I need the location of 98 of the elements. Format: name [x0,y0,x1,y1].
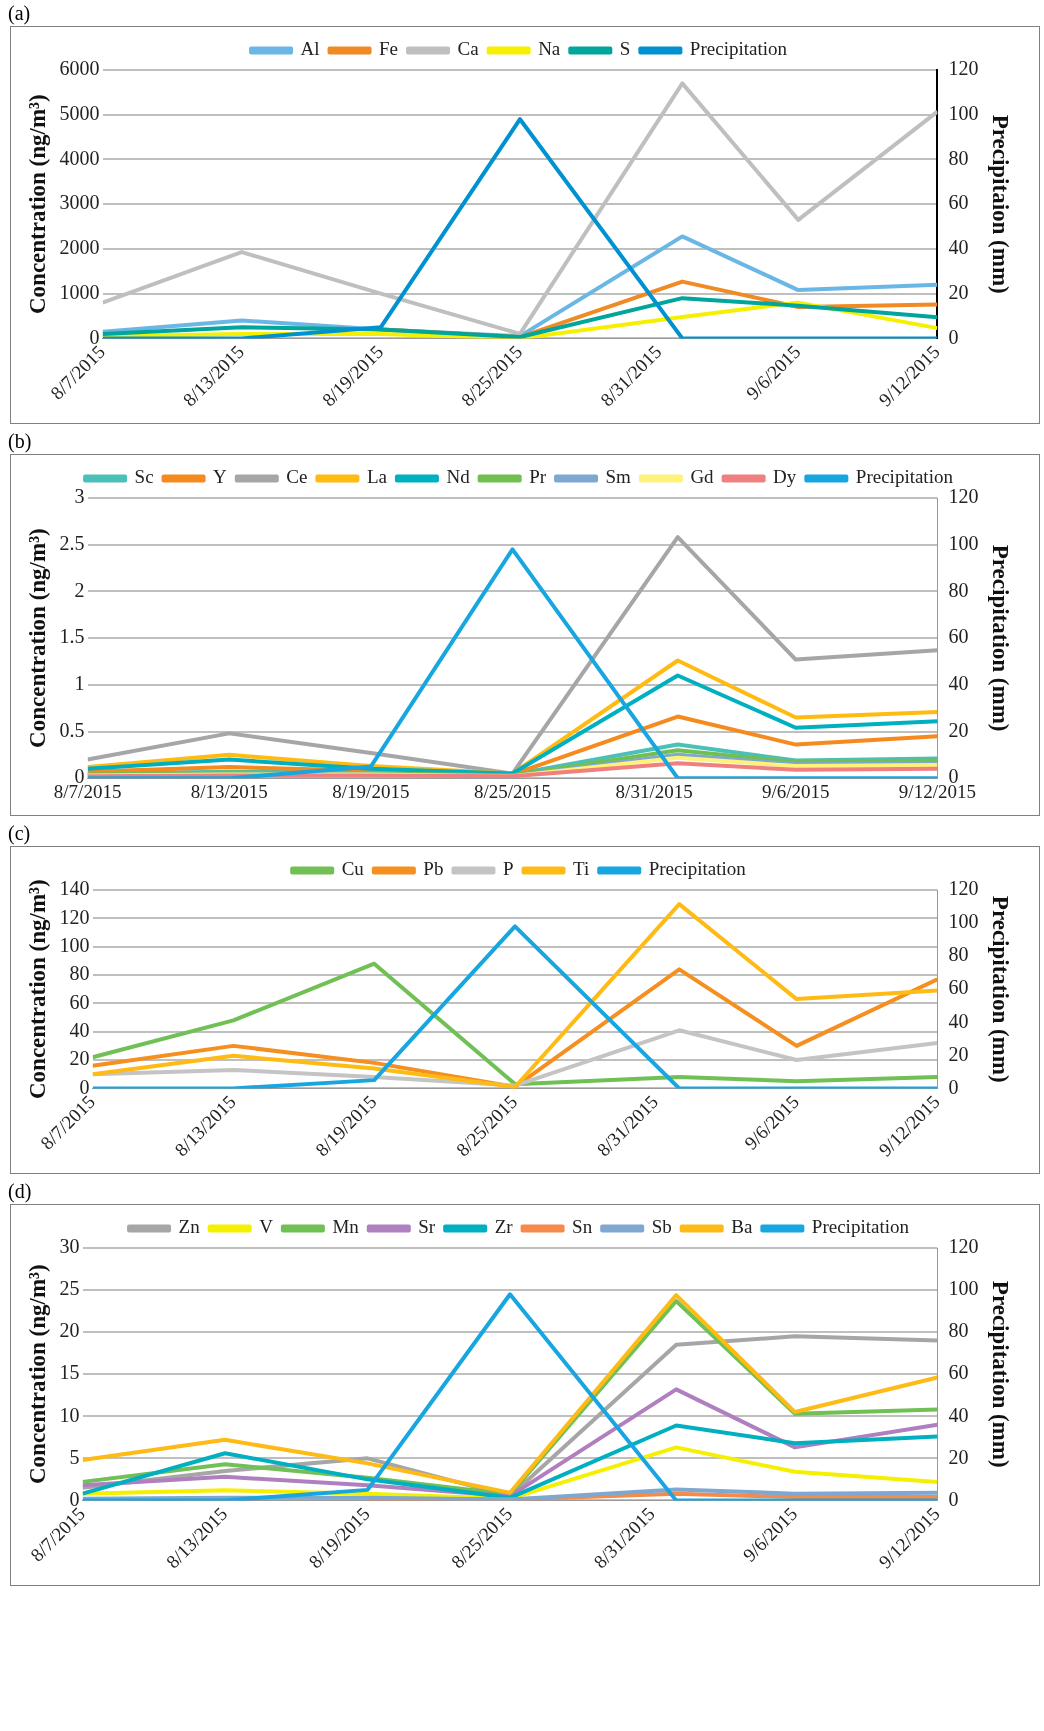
y2-tick-label: 0 [948,1487,959,1510]
y-tick-label: 3 [74,485,85,508]
legend-label: Gd [690,466,715,488]
y-tick-label: 120 [59,905,90,928]
y-tick-label: 6000 [59,57,100,80]
legend-label: Nd [446,466,471,488]
legend-label: Precipitation [648,858,747,880]
y-axis-title: Concentration (ng/m³) [24,528,50,748]
x-tick-label: 8/13/2015 [190,780,268,802]
legend-label: La [366,466,388,488]
y2-tick-label: 60 [948,625,969,648]
legend-label: Al [300,38,320,60]
y-tick-label: 1000 [59,280,100,303]
legend-label: Ti [573,858,590,880]
x-tick-label: 8/19/2015 [332,780,410,802]
legend-label: Sc [134,466,154,488]
chart-title: (c) [7,821,32,846]
y-tick-label: 5000 [59,101,100,124]
y-tick-label: 5 [69,1445,80,1468]
legend-label: Zr [494,1216,514,1238]
y-tick-label: 4000 [59,146,100,169]
y2-axis-title: Precipitation (mm) [988,544,1014,732]
y2-tick-label: 0 [948,1075,959,1098]
legend-label: Ca [457,38,480,60]
y2-tick-label: 80 [948,578,969,601]
legend-label: Pb [423,858,444,880]
legend-label: Na [538,38,561,60]
y2-axis-title: Precipitaion (mm) [988,114,1014,294]
y2-tick-label: 0 [948,325,959,348]
y2-tick-label: 100 [948,101,979,124]
y2-axis-title: Precipitation (mm) [988,895,1014,1083]
chart-title: (d) [7,1179,33,1204]
legend-label: Precipitation [811,1216,910,1238]
y-tick-label: 30 [59,1235,80,1258]
y2-tick-label: 60 [948,191,969,214]
y2-tick-label: 20 [948,280,969,303]
y2-tick-label: 40 [948,672,969,695]
y-tick-label: 140 [59,877,90,900]
legend-label: P [502,858,514,880]
y2-tick-label: 100 [948,1277,979,1300]
y-tick-label: 20 [69,1047,90,1070]
legend-label: Sn [572,1216,593,1238]
y-tick-label: 25 [59,1277,80,1300]
y-tick-label: 0.5 [59,718,85,741]
legend-label: Sr [418,1216,436,1238]
y2-tick-label: 40 [948,1403,969,1426]
y2-tick-label: 100 [948,531,979,554]
legend-label: Precipitation [689,38,788,60]
legend-label: Fe [379,38,399,60]
y2-tick-label: 20 [948,718,969,741]
legend-label: Cu [341,858,365,880]
legend-label: Dy [773,466,797,488]
y-axis-title: Concentration (ng/m³) [24,94,50,315]
y2-tick-label: 80 [948,1319,969,1342]
y2-tick-label: 40 [948,236,969,259]
y2-tick-label: 20 [948,1042,969,1065]
y2-axis-title: Precipitation (mm) [988,1280,1014,1468]
legend-label: Precipitation [855,466,954,488]
legend-label: V [259,1216,274,1238]
y-tick-label: 2 [74,578,85,601]
legend-label: Sm [605,466,632,488]
legend-label: S [619,38,631,60]
y-tick-label: 40 [69,1018,90,1041]
y2-tick-label: 60 [948,976,969,999]
x-tick-label: 8/25/2015 [473,780,552,802]
y2-tick-label: 120 [948,877,979,900]
legend-label: Zn [178,1216,201,1238]
y-axis-title: Concentration (ng/m³) [24,1264,50,1485]
y-tick-label: 2.5 [59,531,85,554]
y2-tick-label: 80 [948,146,969,169]
y-tick-label: 100 [59,933,90,956]
y2-tick-label: 120 [948,485,979,508]
y2-tick-label: 120 [948,57,979,80]
legend-label: Ba [731,1216,753,1238]
y-tick-label: 20 [59,1319,80,1342]
x-tick-label: 8/31/2015 [615,780,693,802]
y2-tick-label: 120 [948,1235,979,1258]
y2-tick-label: 100 [948,910,979,933]
y2-tick-label: 60 [948,1361,969,1384]
y-tick-label: 2000 [59,236,100,259]
y-tick-label: 1 [74,672,85,695]
y-tick-label: 15 [59,1361,80,1384]
legend-label: Sb [651,1216,672,1238]
y2-tick-label: 80 [948,943,969,966]
y2-tick-label: 40 [948,1009,969,1032]
x-tick-label: 9/6/2015 [761,780,830,802]
y2-tick-label: 20 [948,1445,969,1468]
chart-title: (b) [7,429,33,454]
legend-label: Pr [529,466,547,488]
y-tick-label: 60 [69,990,90,1013]
y-tick-label: 80 [69,962,90,985]
chart-title: (a) [7,1,32,26]
y-tick-label: 1.5 [59,625,85,648]
legend-label: Y [213,466,228,488]
y-tick-label: 3000 [59,191,100,214]
legend-label: Mn [332,1216,360,1238]
legend-label: Ce [286,466,308,488]
y-tick-label: 10 [59,1403,80,1426]
